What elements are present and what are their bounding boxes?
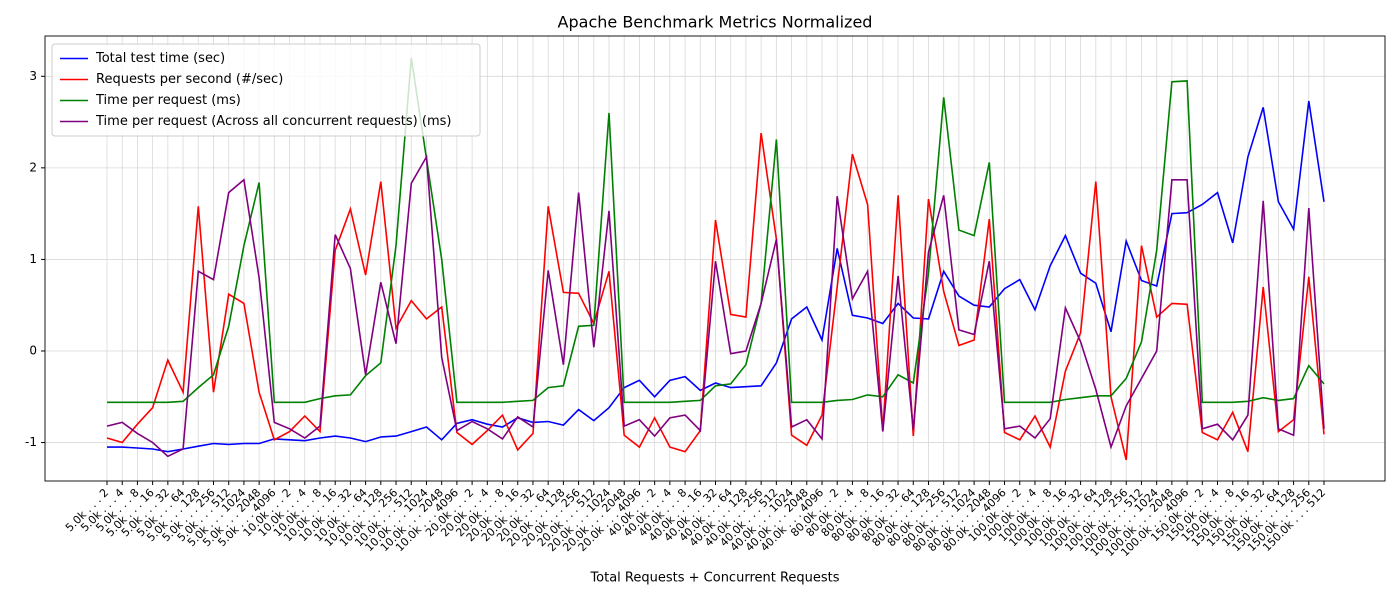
series-line bbox=[107, 57, 1325, 404]
legend-box bbox=[51, 43, 481, 137]
legend-label: Time per request (Across all concurrent … bbox=[95, 114, 451, 129]
y-tick-label: 3 bbox=[29, 69, 37, 83]
plot-frame bbox=[44, 35, 1386, 482]
series-line bbox=[107, 100, 1325, 453]
y-tick-label: 2 bbox=[29, 160, 37, 174]
chart-title: Apache Benchmark Metrics Normalized bbox=[558, 13, 873, 32]
y-tick-label: 0 bbox=[29, 343, 37, 357]
y-tick-label: 1 bbox=[29, 252, 37, 266]
series-line bbox=[106, 132, 1325, 461]
series-line bbox=[106, 154, 1325, 458]
x-axis-label: Total Requests + Concurrent Requests bbox=[589, 571, 839, 586]
y-tick-label: -1 bbox=[25, 435, 37, 449]
legend-label: Requests per second (#/sec) bbox=[96, 72, 283, 87]
legend-label: Time per request (ms) bbox=[95, 93, 241, 108]
legend-label: Total test time (sec) bbox=[95, 51, 225, 66]
